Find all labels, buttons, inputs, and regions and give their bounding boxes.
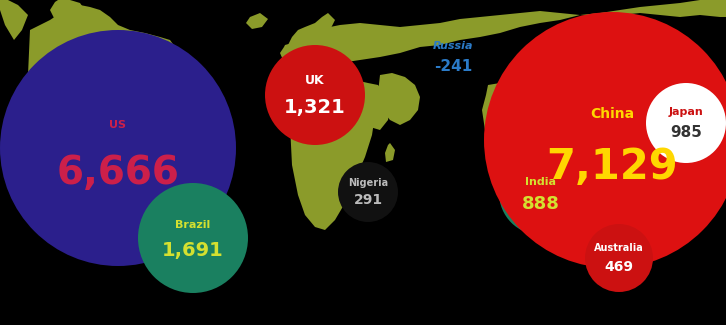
Polygon shape bbox=[592, 125, 635, 160]
Text: Australia: Australia bbox=[594, 243, 644, 253]
Text: 469: 469 bbox=[605, 260, 634, 274]
Polygon shape bbox=[290, 0, 726, 65]
Text: 1,321: 1,321 bbox=[284, 98, 346, 116]
Text: US: US bbox=[110, 120, 126, 130]
Circle shape bbox=[499, 151, 583, 235]
Text: 1,691: 1,691 bbox=[162, 241, 224, 260]
Polygon shape bbox=[290, 60, 375, 230]
Circle shape bbox=[484, 12, 726, 268]
Text: -241: -241 bbox=[434, 59, 472, 74]
Text: Nigeria: Nigeria bbox=[348, 177, 388, 188]
Polygon shape bbox=[152, 110, 185, 140]
Circle shape bbox=[138, 183, 248, 293]
Text: 888: 888 bbox=[522, 195, 560, 213]
Polygon shape bbox=[378, 73, 420, 125]
Polygon shape bbox=[280, 43, 295, 60]
Circle shape bbox=[265, 45, 365, 145]
Text: Japan: Japan bbox=[669, 107, 703, 117]
Polygon shape bbox=[662, 167, 675, 177]
Polygon shape bbox=[155, 120, 218, 230]
Polygon shape bbox=[288, 27, 328, 73]
Circle shape bbox=[0, 30, 236, 266]
Circle shape bbox=[338, 162, 398, 222]
Text: 6,666: 6,666 bbox=[57, 154, 179, 192]
Circle shape bbox=[585, 224, 653, 292]
Polygon shape bbox=[50, 0, 85, 25]
Polygon shape bbox=[28, 5, 175, 125]
Polygon shape bbox=[342, 80, 390, 130]
Text: Russia: Russia bbox=[433, 41, 473, 51]
Text: 291: 291 bbox=[354, 193, 383, 207]
Polygon shape bbox=[385, 143, 395, 162]
Text: Brazil: Brazil bbox=[176, 220, 211, 230]
Polygon shape bbox=[482, 83, 520, 137]
Polygon shape bbox=[246, 13, 268, 29]
Text: 985: 985 bbox=[670, 125, 702, 140]
Polygon shape bbox=[678, 67, 700, 87]
Circle shape bbox=[646, 83, 726, 163]
Text: UK: UK bbox=[305, 74, 325, 87]
Text: India: India bbox=[526, 177, 557, 187]
Polygon shape bbox=[552, 125, 658, 167]
Polygon shape bbox=[0, 0, 28, 40]
Polygon shape bbox=[572, 133, 598, 167]
Text: 7,129: 7,129 bbox=[546, 146, 678, 188]
Polygon shape bbox=[305, 13, 335, 40]
Polygon shape bbox=[498, 73, 670, 147]
Text: China: China bbox=[590, 107, 634, 121]
